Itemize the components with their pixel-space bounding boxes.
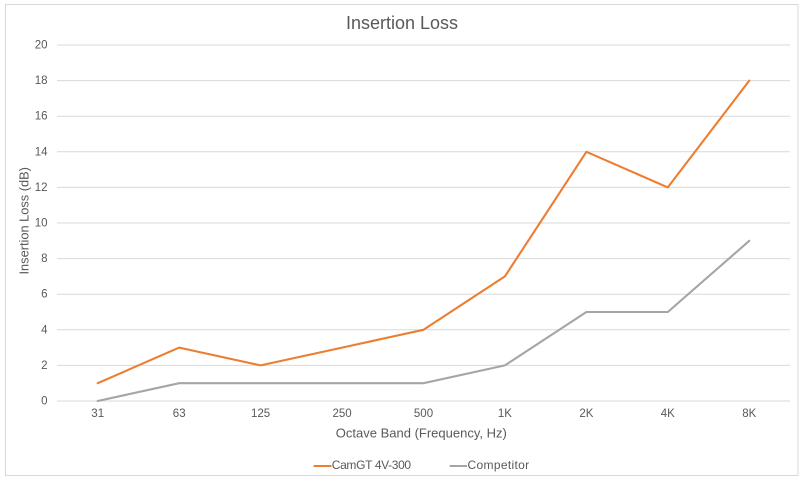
- svg-text:8K: 8K: [742, 408, 756, 420]
- svg-text:Competitor: Competitor: [468, 458, 530, 472]
- svg-text:18: 18: [35, 75, 48, 87]
- svg-text:1K: 1K: [498, 408, 512, 420]
- svg-text:20: 20: [35, 40, 48, 52]
- svg-text:250: 250: [333, 408, 352, 420]
- svg-text:31: 31: [91, 408, 104, 420]
- svg-text:500: 500: [414, 408, 433, 420]
- svg-text:2K: 2K: [579, 408, 593, 420]
- svg-text:16: 16: [35, 111, 48, 123]
- svg-text:4: 4: [41, 324, 48, 336]
- svg-text:2: 2: [41, 360, 47, 372]
- svg-text:Insertion Loss: Insertion Loss: [346, 13, 458, 33]
- svg-text:Octave Band (Frequency, Hz): Octave Band (Frequency, Hz): [336, 425, 507, 440]
- svg-text:12: 12: [35, 182, 48, 194]
- svg-text:6: 6: [41, 289, 47, 301]
- svg-text:CamGT 4V-300: CamGT 4V-300: [332, 458, 412, 472]
- svg-text:63: 63: [173, 408, 186, 420]
- svg-text:0: 0: [41, 396, 47, 408]
- svg-text:10: 10: [35, 218, 48, 230]
- svg-text:Insertion Loss (dB): Insertion Loss (dB): [16, 167, 31, 274]
- svg-text:4K: 4K: [661, 408, 675, 420]
- svg-text:14: 14: [35, 146, 48, 158]
- svg-text:125: 125: [251, 408, 270, 420]
- svg-text:8: 8: [41, 253, 47, 265]
